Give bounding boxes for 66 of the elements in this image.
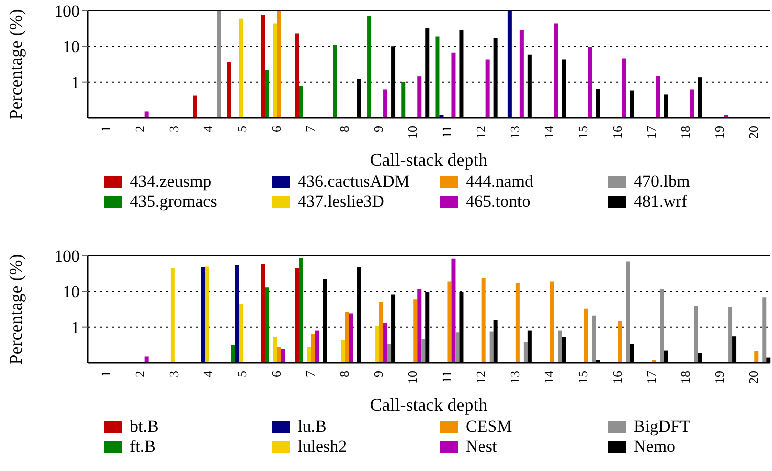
x-tick-label: 18	[678, 371, 693, 384]
x-tick-label: 10	[405, 126, 420, 139]
x-tick-label: 8	[336, 126, 352, 132]
x-tick-label: 13	[507, 126, 522, 139]
x-tick-label: 2	[132, 126, 148, 132]
x-tick-label: 12	[473, 371, 488, 384]
x-tick-label: 16	[610, 126, 625, 139]
legend-label: CESM	[466, 417, 512, 437]
x-tick-label: 17	[644, 126, 659, 139]
x-tick-label: 6	[268, 370, 284, 378]
x-tick-label: 2	[132, 371, 148, 378]
x-tick-label: 11	[439, 126, 454, 139]
y-tick-label: 10	[63, 282, 80, 302]
legend-label: 444.namd	[466, 172, 534, 192]
x-tick-label: 8	[336, 371, 352, 378]
x-axis-title: Call-stack depth	[370, 395, 488, 415]
x-tick-label: 15	[576, 371, 591, 384]
x-tick-label: 5	[234, 126, 250, 132]
legend-label: 470.lbm	[634, 172, 690, 192]
legend-label: Nemo	[634, 437, 676, 457]
y-tick-label: 100	[54, 247, 80, 266]
x-tick-label: 11	[439, 371, 454, 384]
x-tick-label: 7	[302, 370, 318, 378]
legend-label: lu.B	[298, 417, 327, 437]
legend-label: 465.tonto	[466, 192, 531, 212]
legend-label: 434.zeusmp	[130, 172, 212, 192]
x-tick-label: 12	[473, 126, 488, 139]
legend-label: bt.B	[130, 417, 159, 437]
x-tick-label: 3	[166, 371, 182, 378]
x-tick-label: 3	[166, 126, 182, 132]
x-axis-title: Call-stack depth	[370, 150, 488, 170]
legend-label: 481.wrf	[634, 192, 688, 212]
x-tick-label: 5	[234, 371, 250, 378]
x-tick-label: 14	[542, 126, 557, 139]
legend-label: ft.B	[130, 437, 156, 457]
x-tick-label: 17	[644, 370, 659, 384]
x-tick-label: 1	[98, 126, 114, 132]
y-axis-title: Percentage (%)	[6, 254, 26, 365]
x-tick-label: 13	[507, 371, 522, 384]
x-tick-label: 7	[302, 126, 318, 132]
x-tick-label: 20	[746, 126, 762, 139]
x-tick-label: 6	[268, 126, 284, 132]
legend-label: Nest	[466, 437, 498, 457]
x-tick-label: 19	[712, 371, 728, 384]
legend-label: 437.leslie3D	[298, 192, 384, 212]
x-tick-label: 18	[678, 126, 693, 139]
y-tick-label: 1	[72, 318, 80, 338]
legend-label: 436.cactusADM	[298, 172, 410, 192]
x-tick-label: 15	[576, 126, 591, 139]
y-tick-label: 1	[72, 73, 80, 92]
x-tick-label: 10	[405, 371, 420, 384]
y-tick-label: 100	[54, 2, 80, 22]
x-tick-label: 4	[200, 126, 216, 132]
x-tick-label: 1	[98, 371, 114, 378]
x-tick-label: 9	[371, 371, 386, 378]
x-tick-label: 9	[371, 126, 386, 132]
y-tick-label: 10	[63, 38, 80, 57]
x-tick-label: 20	[746, 371, 762, 384]
x-tick-label: 19	[712, 126, 728, 139]
legend-label: lulesh2	[298, 437, 348, 457]
y-axis-title: Percentage (%)	[6, 9, 26, 120]
x-tick-label: 14	[542, 370, 557, 384]
legend-label: BigDFT	[634, 417, 691, 437]
x-tick-label: 4	[200, 370, 216, 378]
legend-label: 435.gromacs	[130, 192, 218, 212]
x-tick-label: 16	[610, 370, 625, 384]
